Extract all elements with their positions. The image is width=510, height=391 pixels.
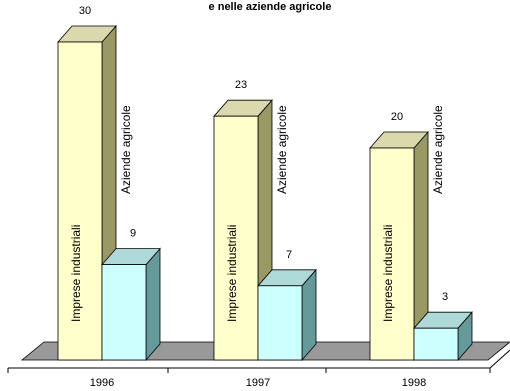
- bar-aziende-1997: [257, 268, 317, 362]
- data-label: 30: [79, 5, 91, 17]
- data-label: 9: [130, 228, 136, 240]
- bar-side: [145, 247, 161, 362]
- series-name-label: Imprese industriali: [225, 225, 239, 322]
- x-tick-label: 1997: [246, 377, 270, 389]
- bar-front: [413, 327, 459, 361]
- chart-title: e nelle aziende agricole: [209, 1, 332, 13]
- series-name-label: Imprese industriali: [381, 225, 395, 322]
- x-tick-label: 1996: [90, 377, 114, 389]
- series-name-label: Aziende agricole: [431, 105, 445, 194]
- data-label: 7: [286, 249, 292, 261]
- data-label: 23: [235, 79, 247, 91]
- series-name-label: Imprese industriali: [69, 225, 83, 322]
- bar-front: [257, 285, 303, 361]
- bar-front: [369, 147, 415, 361]
- data-label: 3: [442, 291, 448, 303]
- data-label: 20: [391, 111, 403, 123]
- series-name-label: Aziende agricole: [275, 105, 289, 194]
- x-axis-depth-line: [489, 349, 510, 369]
- x-tick-label: 1998: [402, 377, 426, 389]
- bar-imprese-1998: [369, 130, 429, 362]
- bar-aziende-1998: [413, 311, 473, 362]
- bar-aziende-1996: [101, 247, 161, 362]
- series-name-label: Aziende agricole: [119, 105, 133, 194]
- bar-front: [213, 115, 259, 361]
- bar-front: [57, 41, 103, 361]
- bar-front: [101, 264, 147, 361]
